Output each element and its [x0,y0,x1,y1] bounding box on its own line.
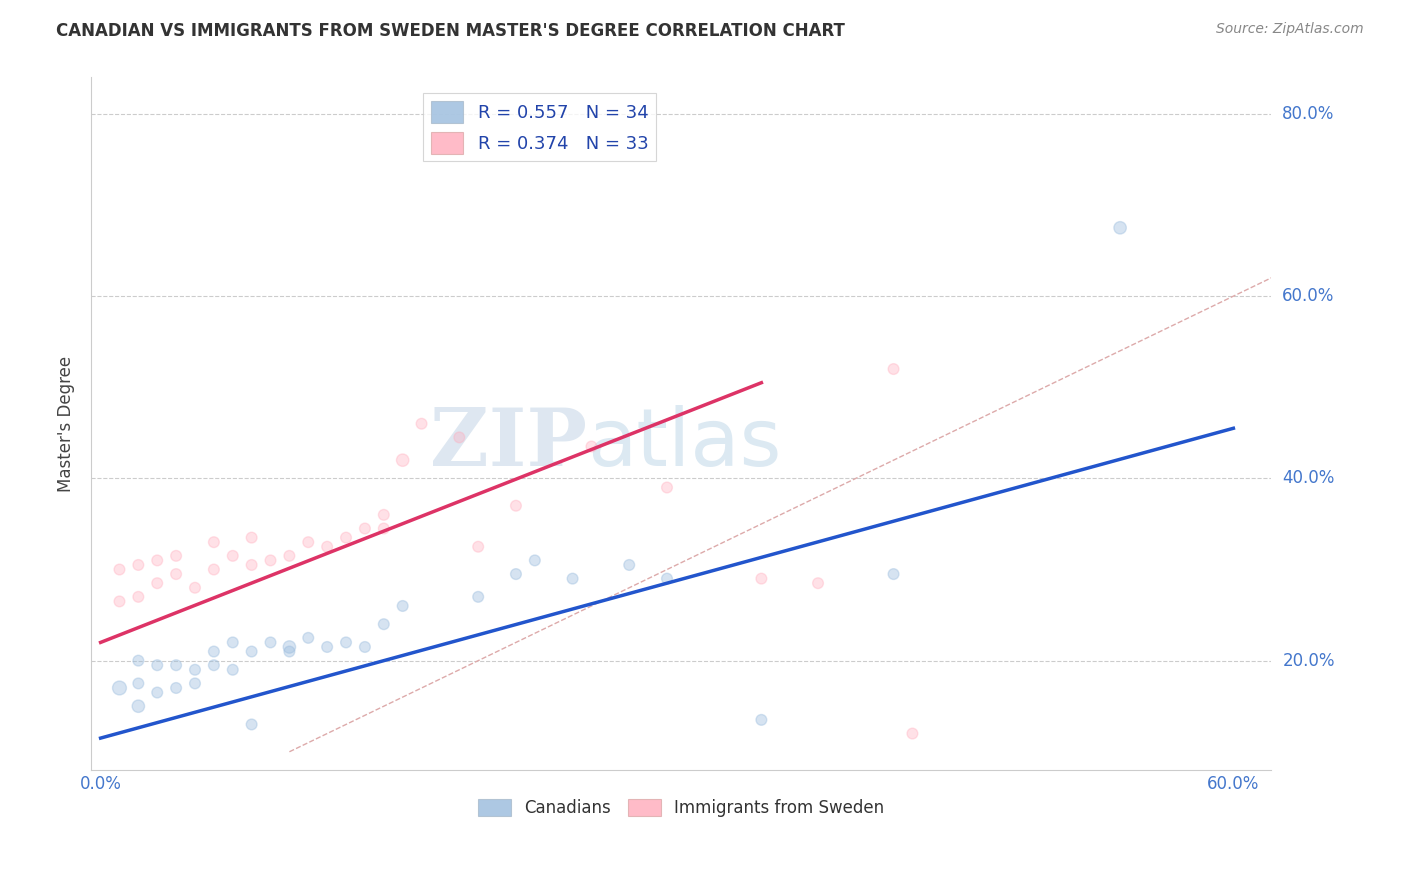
Text: 20.0%: 20.0% [1282,652,1334,670]
Point [505,499,527,513]
Text: 60.0%: 60.0% [1282,287,1334,305]
Point [222,663,245,677]
Point [127,676,149,690]
Point [146,553,169,567]
Point [354,522,377,536]
Point [411,417,433,431]
Legend: Canadians, Immigrants from Sweden: Canadians, Immigrants from Sweden [471,792,891,824]
Point [297,631,319,645]
Point [184,581,207,595]
Point [335,531,357,545]
Point [581,440,603,454]
Point [335,635,357,649]
Point [202,658,225,673]
Point [165,567,187,582]
Text: CANADIAN VS IMMIGRANTS FROM SWEDEN MASTER'S DEGREE CORRELATION CHART: CANADIAN VS IMMIGRANTS FROM SWEDEN MASTE… [56,22,845,40]
Point [240,558,263,572]
Point [655,572,678,586]
Text: 80.0%: 80.0% [1282,105,1334,123]
Point [108,681,131,695]
Point [108,562,131,576]
Point [240,531,263,545]
Point [373,522,395,536]
Point [1109,220,1132,235]
Point [467,590,489,604]
Point [240,717,263,731]
Point [202,535,225,549]
Point [278,549,301,563]
Point [127,590,149,604]
Y-axis label: Master's Degree: Master's Degree [58,356,75,491]
Point [391,453,413,467]
Point [751,572,773,586]
Point [619,558,641,572]
Text: Source: ZipAtlas.com: Source: ZipAtlas.com [1216,22,1364,37]
Point [146,685,169,699]
Point [108,594,131,608]
Point [202,644,225,658]
Point [316,640,339,654]
Point [883,362,905,376]
Point [297,535,319,549]
Point [127,558,149,572]
Point [165,681,187,695]
Point [259,553,281,567]
Point [449,430,471,444]
Point [184,663,207,677]
Point [751,713,773,727]
Point [523,553,546,567]
Point [354,640,377,654]
Point [184,676,207,690]
Point [561,572,583,586]
Point [165,549,187,563]
Point [146,576,169,591]
Point [278,644,301,658]
Point [259,635,281,649]
Point [127,654,149,668]
Point [202,562,225,576]
Point [883,567,905,582]
Text: 40.0%: 40.0% [1282,469,1334,487]
Point [222,635,245,649]
Point [467,540,489,554]
Text: ZIP: ZIP [430,406,586,483]
Point [391,599,413,613]
Point [278,640,301,654]
Point [240,644,263,658]
Point [146,658,169,673]
Point [901,726,924,740]
Point [222,549,245,563]
Point [316,540,339,554]
Point [373,617,395,632]
Point [655,481,678,495]
Point [127,699,149,714]
Text: atlas: atlas [586,406,782,483]
Point [505,567,527,582]
Point [373,508,395,522]
Point [165,658,187,673]
Point [807,576,830,591]
